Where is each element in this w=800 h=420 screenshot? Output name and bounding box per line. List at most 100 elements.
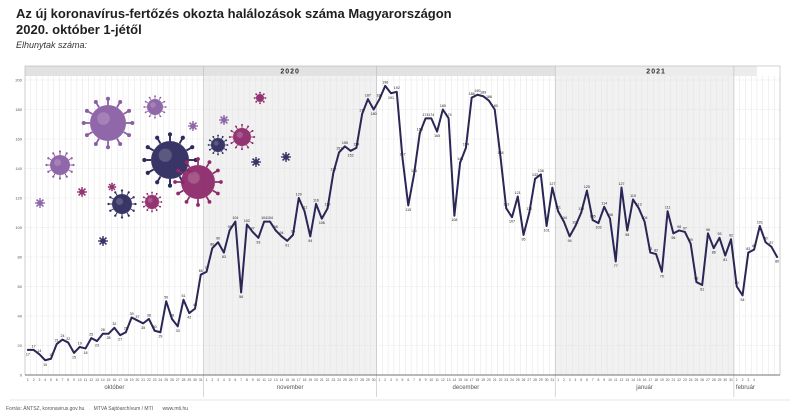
x-day-label: 4 bbox=[223, 378, 225, 382]
data-label: 19 bbox=[78, 341, 82, 345]
data-point bbox=[142, 322, 145, 325]
x-day-label: 9 bbox=[73, 378, 75, 382]
data-label: 23 bbox=[95, 344, 99, 348]
data-point bbox=[113, 326, 116, 329]
data-point bbox=[735, 285, 738, 288]
data-label: 180 bbox=[371, 112, 377, 116]
data-label: 37 bbox=[135, 315, 139, 319]
data-point bbox=[263, 220, 266, 223]
data-label: 114 bbox=[601, 201, 607, 205]
virus-icon bbox=[253, 91, 267, 105]
data-label: 30 bbox=[153, 325, 157, 329]
x-day-label: 26 bbox=[349, 378, 353, 382]
data-point bbox=[332, 172, 335, 174]
data-point bbox=[730, 238, 732, 241]
x-day-label: 24 bbox=[159, 378, 163, 382]
data-point bbox=[384, 85, 387, 87]
virus-icon bbox=[107, 182, 117, 192]
data-label: 148 bbox=[497, 151, 503, 155]
data-point bbox=[655, 253, 657, 255]
data-label: 97 bbox=[683, 226, 687, 230]
data-point bbox=[199, 273, 202, 276]
data-label: 110 bbox=[578, 207, 584, 211]
x-day-label: 20 bbox=[314, 378, 318, 382]
data-label: 101 bbox=[757, 220, 763, 224]
data-point bbox=[101, 332, 104, 335]
virus-icon bbox=[35, 198, 45, 208]
data-label: 90 bbox=[764, 237, 768, 241]
data-label: 17 bbox=[26, 352, 30, 356]
data-point bbox=[211, 247, 214, 250]
data-point bbox=[251, 231, 254, 233]
x-day-label: 27 bbox=[176, 378, 180, 382]
x-day-label: 18 bbox=[654, 378, 658, 382]
data-point bbox=[159, 331, 162, 334]
x-day-label: 17 bbox=[648, 378, 652, 382]
x-day-label: 22 bbox=[499, 378, 503, 382]
x-day-label: 19 bbox=[130, 378, 134, 382]
data-label: 104 bbox=[267, 216, 273, 220]
virus-icon bbox=[142, 132, 198, 188]
data-point bbox=[516, 195, 519, 198]
x-day-label: 21 bbox=[671, 378, 675, 382]
data-label: 18 bbox=[84, 351, 88, 355]
data-label: 60 bbox=[735, 281, 739, 285]
data-label: 190 bbox=[474, 89, 480, 93]
chart-title: Az új koronavírus-fertőzés okozta halálo… bbox=[16, 6, 452, 21]
x-day-label: 18 bbox=[476, 378, 480, 382]
y-tick-label: 40 bbox=[18, 313, 23, 318]
x-day-label: 5 bbox=[402, 378, 404, 382]
data-label: 180 bbox=[440, 104, 446, 108]
data-label: 29 bbox=[124, 327, 128, 331]
x-day-label: 2 bbox=[384, 378, 386, 382]
x-day-label: 17 bbox=[470, 378, 474, 382]
data-point bbox=[50, 357, 52, 360]
x-day-label: 6 bbox=[56, 378, 58, 382]
x-day-label: 20 bbox=[135, 378, 139, 382]
data-point bbox=[32, 349, 35, 351]
data-point bbox=[632, 198, 634, 201]
data-point bbox=[182, 298, 185, 301]
data-label: 93 bbox=[717, 232, 721, 236]
data-point bbox=[222, 251, 225, 254]
data-label: 77 bbox=[614, 264, 618, 268]
data-label: 186 bbox=[486, 95, 492, 99]
data-point bbox=[758, 225, 761, 227]
x-day-label: 28 bbox=[533, 378, 537, 382]
x-day-label: 31 bbox=[729, 378, 733, 382]
x-day-label: 11 bbox=[435, 378, 439, 382]
y-tick-label: 80 bbox=[18, 254, 23, 259]
data-label: 56 bbox=[239, 295, 243, 299]
virus-icon bbox=[98, 236, 108, 246]
data-point bbox=[153, 329, 156, 332]
x-day-label: 5 bbox=[50, 378, 52, 382]
data-label: 35 bbox=[141, 326, 145, 330]
data-point bbox=[678, 229, 681, 232]
virus-icon bbox=[188, 121, 198, 131]
footer-site: www.mti.hu bbox=[162, 406, 188, 412]
data-label: 33 bbox=[176, 329, 180, 333]
x-day-label: 16 bbox=[643, 378, 647, 382]
x-day-label: 10 bbox=[78, 378, 82, 382]
data-label: 125 bbox=[584, 185, 590, 189]
data-label: 94 bbox=[279, 231, 283, 235]
data-point bbox=[326, 207, 329, 210]
x-day-label: 26 bbox=[700, 378, 704, 382]
x-day-label: 3 bbox=[390, 378, 392, 382]
data-label: 89 bbox=[689, 238, 693, 242]
data-point bbox=[367, 98, 369, 101]
x-day-label: 8 bbox=[67, 378, 69, 382]
data-label: 113 bbox=[503, 203, 509, 207]
y-tick-label: 120 bbox=[15, 195, 22, 200]
x-day-label: 29 bbox=[366, 378, 370, 382]
data-label: 136 bbox=[538, 169, 544, 173]
data-label: 38 bbox=[170, 313, 174, 317]
data-label: 127 bbox=[619, 182, 625, 186]
data-label: 51 bbox=[181, 294, 185, 298]
year-band bbox=[555, 66, 757, 76]
data-point bbox=[349, 149, 352, 152]
data-label: 83 bbox=[746, 247, 750, 251]
x-day-label: 7 bbox=[62, 378, 64, 382]
data-point bbox=[234, 220, 237, 223]
data-point bbox=[649, 251, 652, 254]
